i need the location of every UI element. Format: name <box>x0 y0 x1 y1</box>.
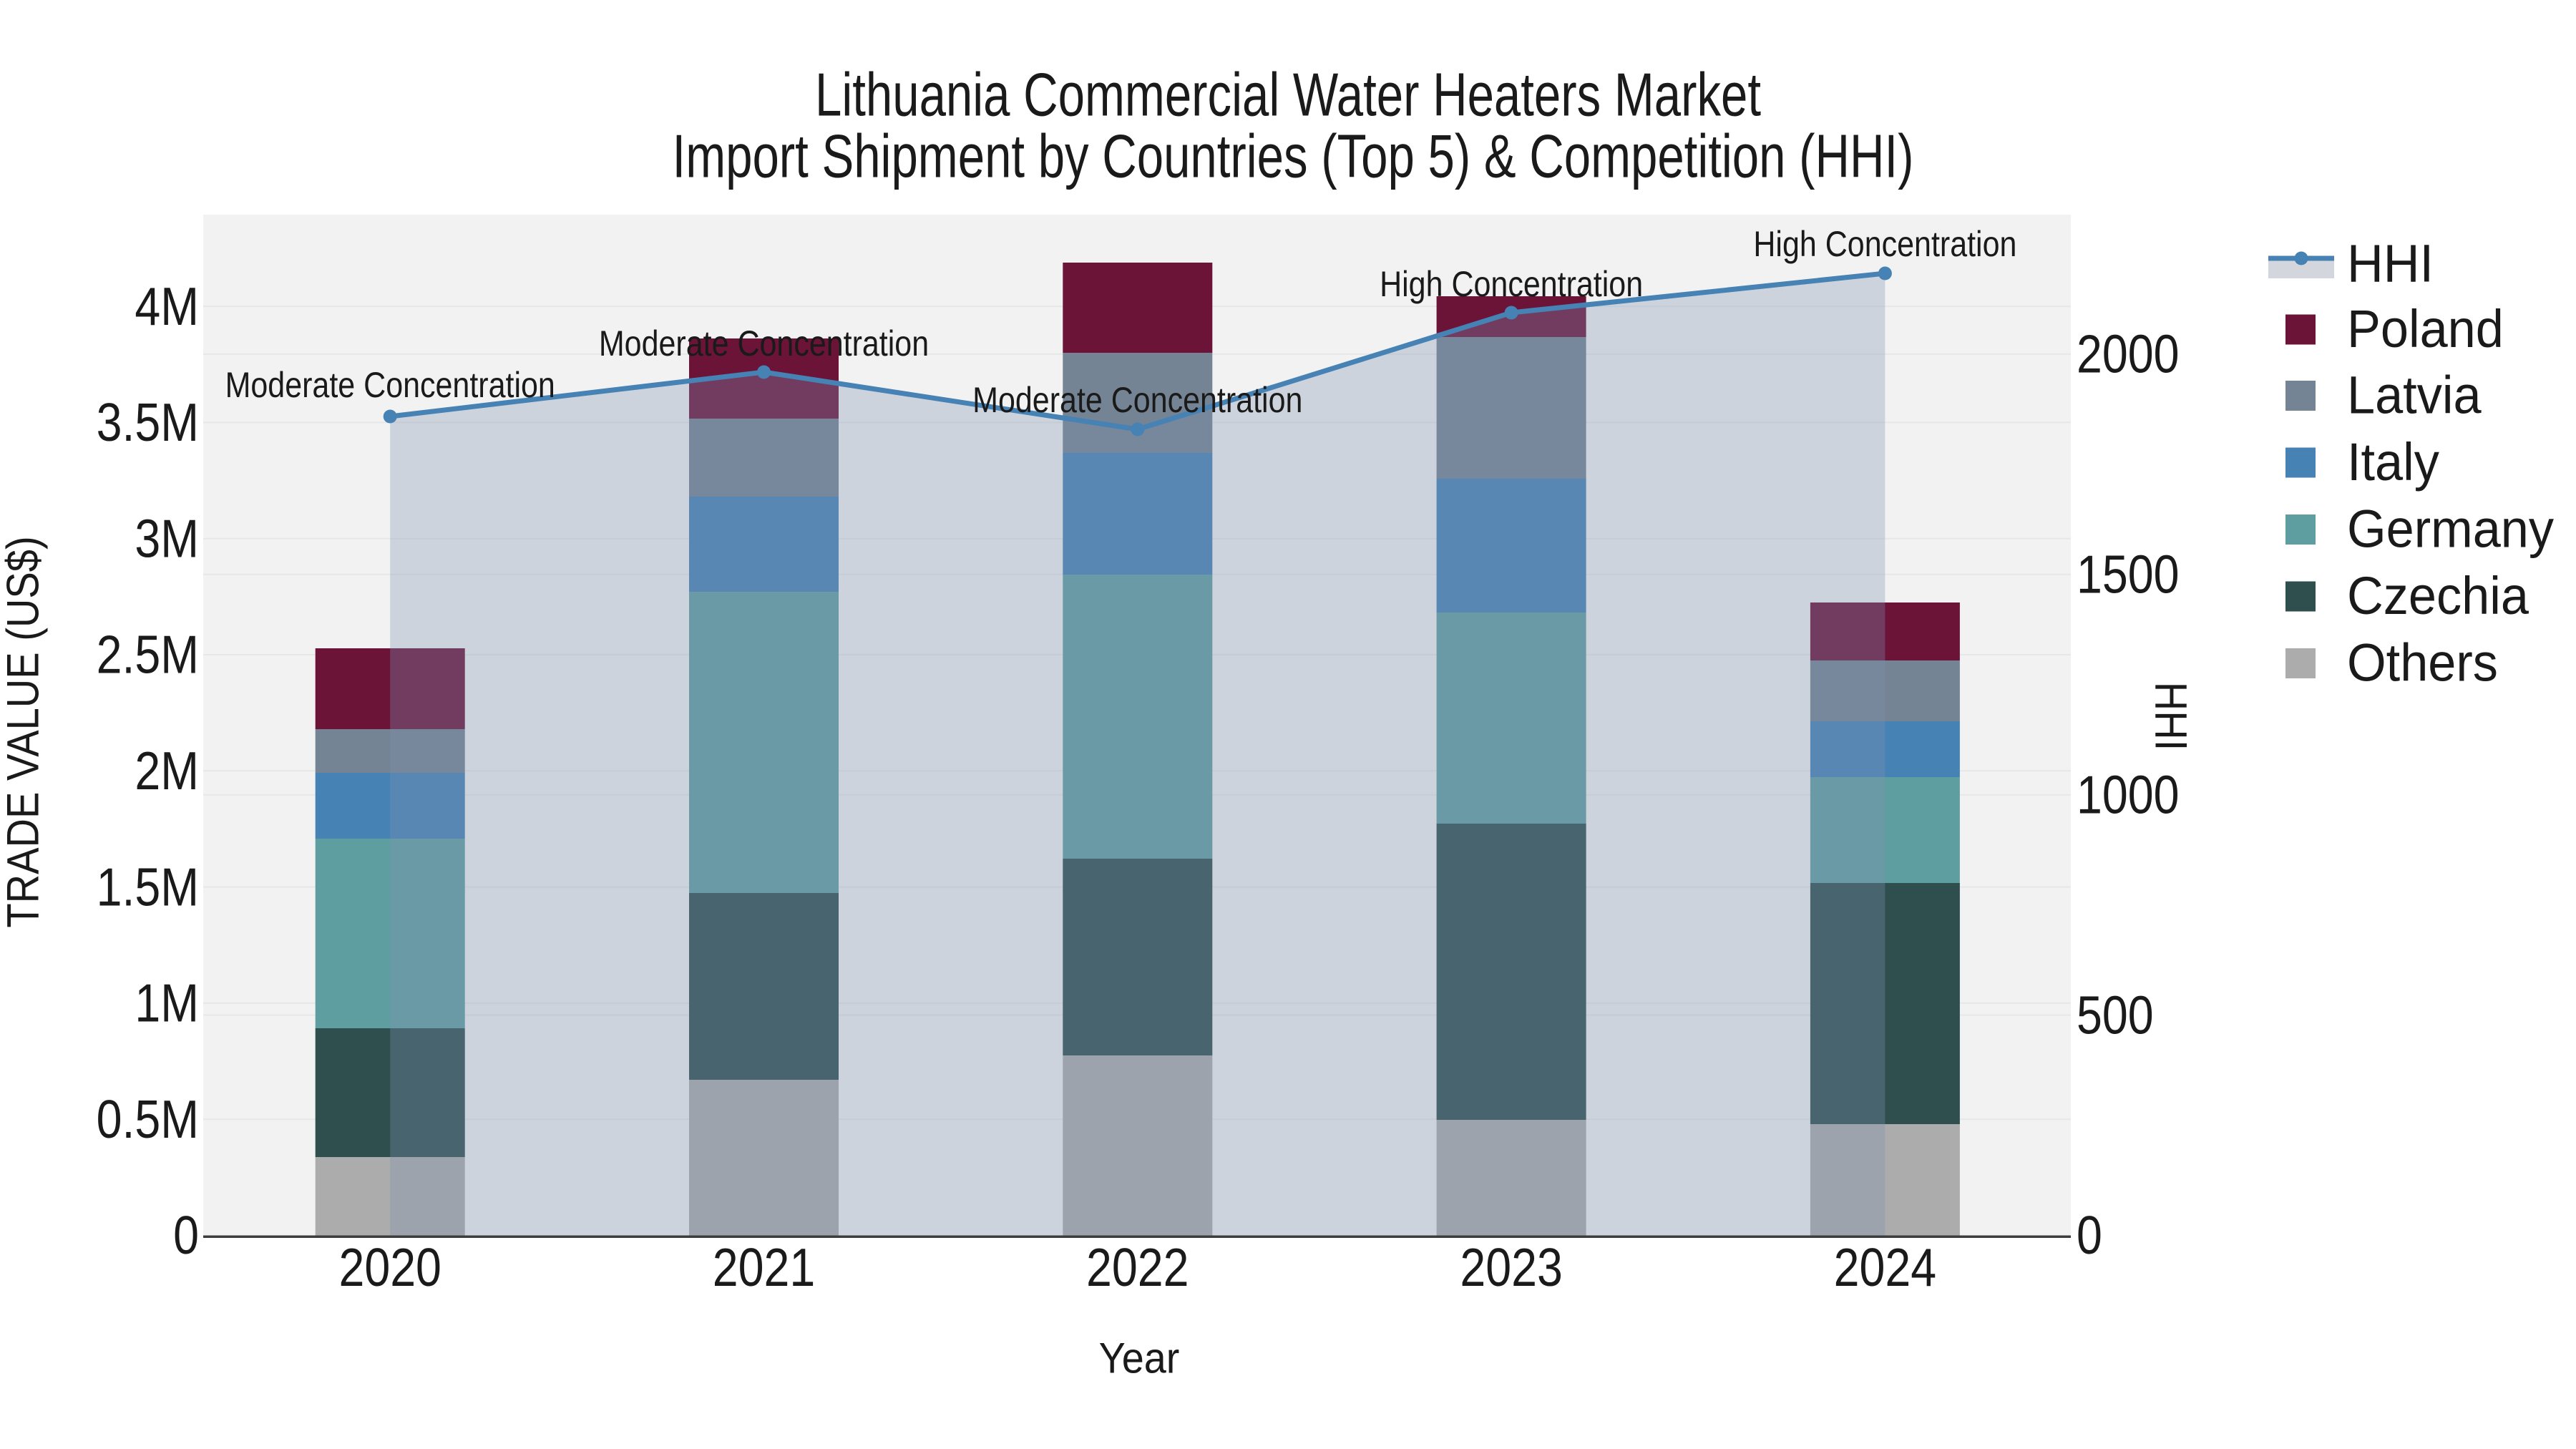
svg-text:High Concentration: High Concentration <box>1753 224 2016 264</box>
svg-text:1500: 1500 <box>2077 545 2179 605</box>
svg-text:0: 0 <box>173 1206 199 1266</box>
svg-text:2000: 2000 <box>2077 324 2179 384</box>
svg-text:Moderate Concentration: Moderate Concentration <box>972 380 1302 420</box>
svg-text:Moderate Concentration: Moderate Concentration <box>225 365 555 405</box>
svg-text:2021: 2021 <box>713 1238 815 1298</box>
svg-text:Italy: Italy <box>2347 433 2439 492</box>
svg-text:2022: 2022 <box>1086 1238 1189 1298</box>
svg-text:Import Shipment by Countries (: Import Shipment by Countries (Top 5) & C… <box>673 123 1914 190</box>
svg-text:Year: Year <box>1099 1335 1180 1382</box>
svg-text:500: 500 <box>2077 985 2154 1045</box>
svg-text:2M: 2M <box>135 741 199 801</box>
svg-text:1.5M: 1.5M <box>97 857 199 917</box>
svg-text:2024: 2024 <box>1834 1238 1936 1298</box>
svg-text:4M: 4M <box>135 276 199 336</box>
svg-text:2023: 2023 <box>1460 1238 1562 1298</box>
svg-text:1000: 1000 <box>2077 765 2179 825</box>
svg-text:Lithuania Commercial Water Hea: Lithuania Commercial Water Heaters Marke… <box>815 62 1761 129</box>
svg-text:2.5M: 2.5M <box>97 625 199 685</box>
svg-text:0.5M: 0.5M <box>97 1089 199 1149</box>
svg-text:HHI: HHI <box>2347 235 2434 293</box>
svg-text:Moderate Concentration: Moderate Concentration <box>599 323 929 364</box>
svg-text:High Concentration: High Concentration <box>1380 264 1643 304</box>
svg-text:HHI: HHI <box>2146 682 2197 751</box>
svg-text:3M: 3M <box>135 509 199 569</box>
svg-text:1M: 1M <box>135 973 199 1033</box>
svg-text:0: 0 <box>2077 1206 2102 1266</box>
svg-text:3.5M: 3.5M <box>97 393 199 453</box>
svg-text:Others: Others <box>2347 634 2498 693</box>
svg-text:Germany: Germany <box>2347 500 2554 559</box>
svg-text:Czechia: Czechia <box>2347 567 2529 625</box>
svg-text:Latvia: Latvia <box>2347 366 2482 425</box>
svg-text:TRADE VALUE (US$): TRADE VALUE (US$) <box>0 536 48 927</box>
svg-text:Poland: Poland <box>2347 300 2504 358</box>
svg-text:2020: 2020 <box>338 1238 441 1298</box>
